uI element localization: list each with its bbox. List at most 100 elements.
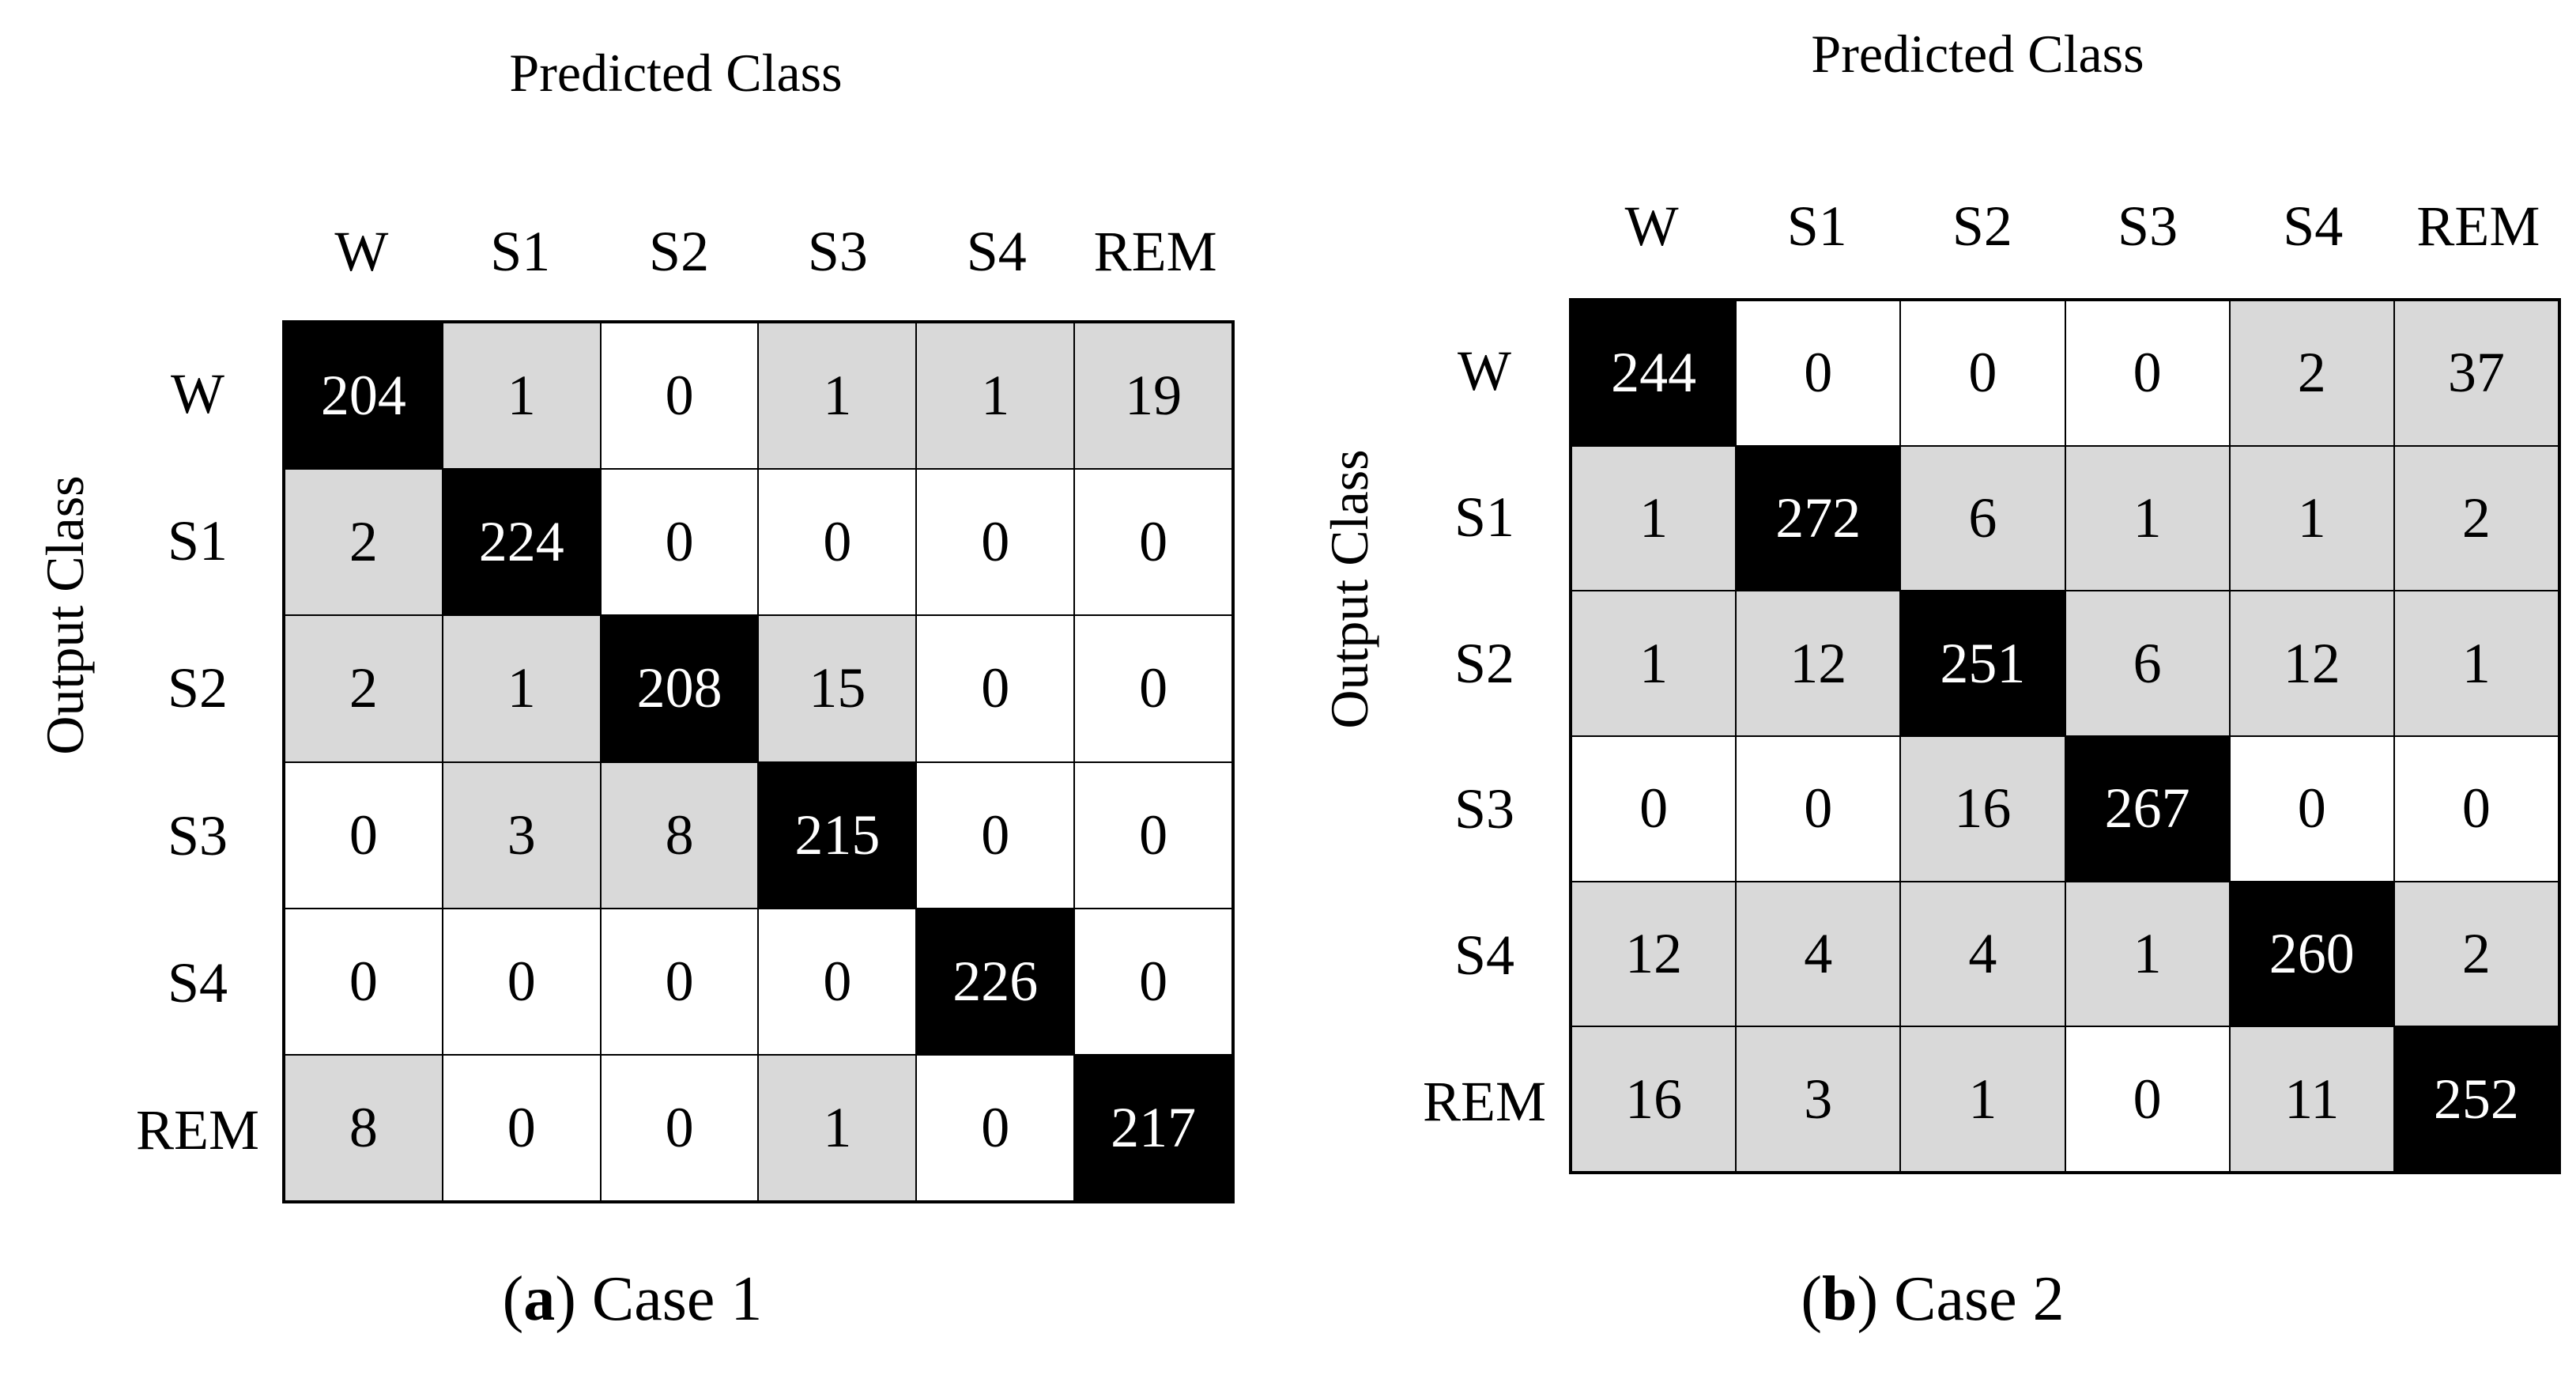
matrix-cell: 0 [600,323,759,470]
column-label: W [1624,195,1679,258]
column-label: S1 [1786,195,1847,258]
matrix-cell: 0 [1074,761,1232,909]
matrix-cell: 260 [2229,881,2394,1027]
matrix-cell: 1 [2065,881,2230,1027]
output-class-title-b: Output Class [1319,449,1379,729]
matrix-cell: 1 [442,323,601,470]
matrix-cell: 251 [1900,591,2065,736]
column-label: S3 [2118,195,2178,258]
row-label: S4 [1454,924,1515,987]
matrix-cell: 15 [758,615,917,762]
column-label: S4 [2283,195,2344,258]
matrix-cell: 0 [1074,615,1232,762]
matrix-cell: 3 [1736,1026,1901,1172]
matrix-cell: 8 [600,761,759,909]
matrix-cell: 1 [1571,445,1737,591]
matrix-cell: 12 [1736,591,1901,736]
confusion-matrix-grid-a: 204 1 0 1 1 19 2 224 0 0 0 0 2 1 208 15 0 0 0 3 8 215 0 0 0 0 0 0 22… [282,320,1235,1203]
matrix-cell: 0 [442,1054,601,1201]
matrix-cell: 0 [2393,736,2559,882]
column-label: S2 [649,220,710,283]
matrix-cell: 0 [1736,300,1901,446]
caption-letter-b: b [1821,1264,1858,1334]
matrix-cell: 0 [1074,469,1232,616]
matrix-cell: 2 [2393,445,2559,591]
matrix-cell: 0 [916,761,1075,909]
confusion-matrix-grid-b: 244 0 0 0 2 37 1 272 6 1 1 2 1 12 251 6 12 1 0 0 16 267 0 0 12 4 4… [1569,298,2561,1174]
row-label: W [1458,339,1511,403]
matrix-cell: 16 [1571,1026,1737,1172]
matrix-cell: 12 [1571,881,1737,1027]
matrix-cell: 0 [2065,300,2230,446]
matrix-cell: 11 [2229,1026,2394,1172]
matrix-cell: 215 [758,761,917,909]
matrix-cell: 0 [1571,736,1737,882]
row-label: S2 [167,656,228,720]
matrix-cell: 1 [758,323,917,470]
matrix-cell: 1 [1900,1026,2065,1172]
matrix-cell: 0 [1900,300,2065,446]
matrix-cell: 272 [1736,445,1901,591]
matrix-cell: 2 [285,469,443,616]
matrix-cell: 2 [2229,300,2394,446]
matrix-cell: 0 [758,908,917,1055]
matrix-cell: 4 [1900,881,2065,1027]
matrix-cell: 0 [285,908,443,1055]
row-label: S1 [1454,485,1515,549]
matrix-cell: 0 [1736,736,1901,882]
matrix-cell: 1 [2393,591,2559,736]
matrix-cell: 252 [2393,1026,2559,1172]
matrix-cell: 0 [916,469,1075,616]
matrix-cell: 267 [2065,736,2230,882]
matrix-cell: 6 [1900,445,2065,591]
matrix-cell: 4 [1736,881,1901,1027]
matrix-cell: 0 [600,908,759,1055]
matrix-cell: 2 [2393,881,2559,1027]
matrix-cell: 0 [600,469,759,616]
matrix-cell: 0 [916,615,1075,762]
matrix-cell: 2 [285,615,443,762]
matrix-cell: 0 [2065,1026,2230,1172]
column-label: W [334,220,389,283]
predicted-class-title-b: Predicted Class [1811,24,2144,84]
column-label: REM [2416,195,2540,258]
row-label: REM [135,1098,260,1162]
column-label: S2 [1952,195,2012,258]
matrix-cell: 226 [916,908,1075,1055]
matrix-cell: 0 [442,908,601,1055]
column-label: S4 [966,220,1027,283]
column-label: S1 [490,220,551,283]
matrix-cell: 1 [758,1054,917,1201]
matrix-cell: 1 [2065,445,2230,591]
matrix-cell: 16 [1900,736,2065,882]
caption-b: (b) Case 2 [1801,1264,2065,1334]
matrix-cell: 3 [442,761,601,909]
caption-letter-a: a [523,1264,556,1334]
caption-text-b: Case 2 [1894,1264,2065,1334]
matrix-cell: 0 [758,469,917,616]
matrix-cell: 12 [2229,591,2394,736]
matrix-cell: 0 [1074,908,1232,1055]
matrix-cell: 224 [442,469,601,616]
row-label: S1 [167,509,228,573]
matrix-cell: 1 [1571,591,1737,736]
row-label: REM [1422,1069,1547,1133]
matrix-cell: 0 [2229,736,2394,882]
output-class-title-a: Output Class [35,475,95,755]
row-label: S4 [167,950,228,1014]
matrix-cell: 19 [1074,323,1232,470]
matrix-cell: 8 [285,1054,443,1201]
matrix-cell: 244 [1571,300,1737,446]
row-label: W [171,362,224,426]
matrix-cell: 0 [285,761,443,909]
row-label: S2 [1454,631,1515,695]
matrix-cell: 37 [2393,300,2559,446]
row-label: S3 [167,803,228,867]
matrix-cell: 0 [600,1054,759,1201]
matrix-cell: 1 [442,615,601,762]
matrix-cell: 208 [600,615,759,762]
caption-a: (a) Case 1 [502,1264,763,1334]
matrix-cell: 6 [2065,591,2230,736]
predicted-class-title-a: Predicted Class [509,43,843,103]
caption-text-a: Case 1 [591,1264,763,1334]
